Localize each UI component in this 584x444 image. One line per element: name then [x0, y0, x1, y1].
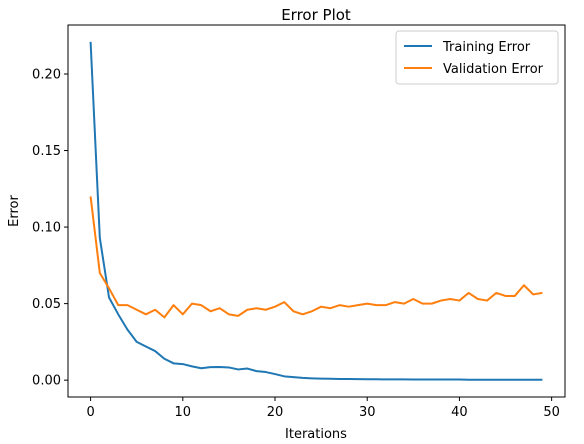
y-axis-ticks: 0.00 0.05 0.10 0.15 0.20 [32, 67, 68, 389]
legend-label-training: Training Error [442, 40, 531, 55]
y-tick-label: 0.15 [32, 144, 61, 159]
x-tick-label: 20 [267, 405, 284, 420]
plot-frame [67, 24, 566, 398]
chart-title: Error Plot [281, 6, 351, 24]
x-tick-label: 50 [543, 405, 560, 420]
legend-box [395, 30, 559, 85]
y-tick-label: 0.10 [32, 221, 61, 236]
x-tick-label: 30 [359, 405, 376, 420]
x-tick-label: 10 [175, 405, 192, 420]
series-layer [89, 41, 543, 381]
plot-area [67, 24, 566, 398]
legend-label-validation: Validation Error [443, 62, 544, 77]
y-tick-label: 0.05 [32, 297, 61, 312]
legend: Training Error Validation Error [395, 30, 559, 85]
x-tick-label: 40 [451, 405, 468, 420]
x-axis-ticks: 0 10 20 30 40 50 [86, 397, 560, 420]
y-axis-label: Error [7, 195, 22, 227]
y-tick-label: 0.20 [32, 67, 61, 82]
x-tick-label: 0 [86, 405, 94, 420]
validation-error-line [89, 196, 543, 319]
x-axis-label: Iterations [285, 427, 347, 442]
y-tick-label: 0.00 [32, 374, 61, 389]
training-error-line [89, 41, 543, 381]
